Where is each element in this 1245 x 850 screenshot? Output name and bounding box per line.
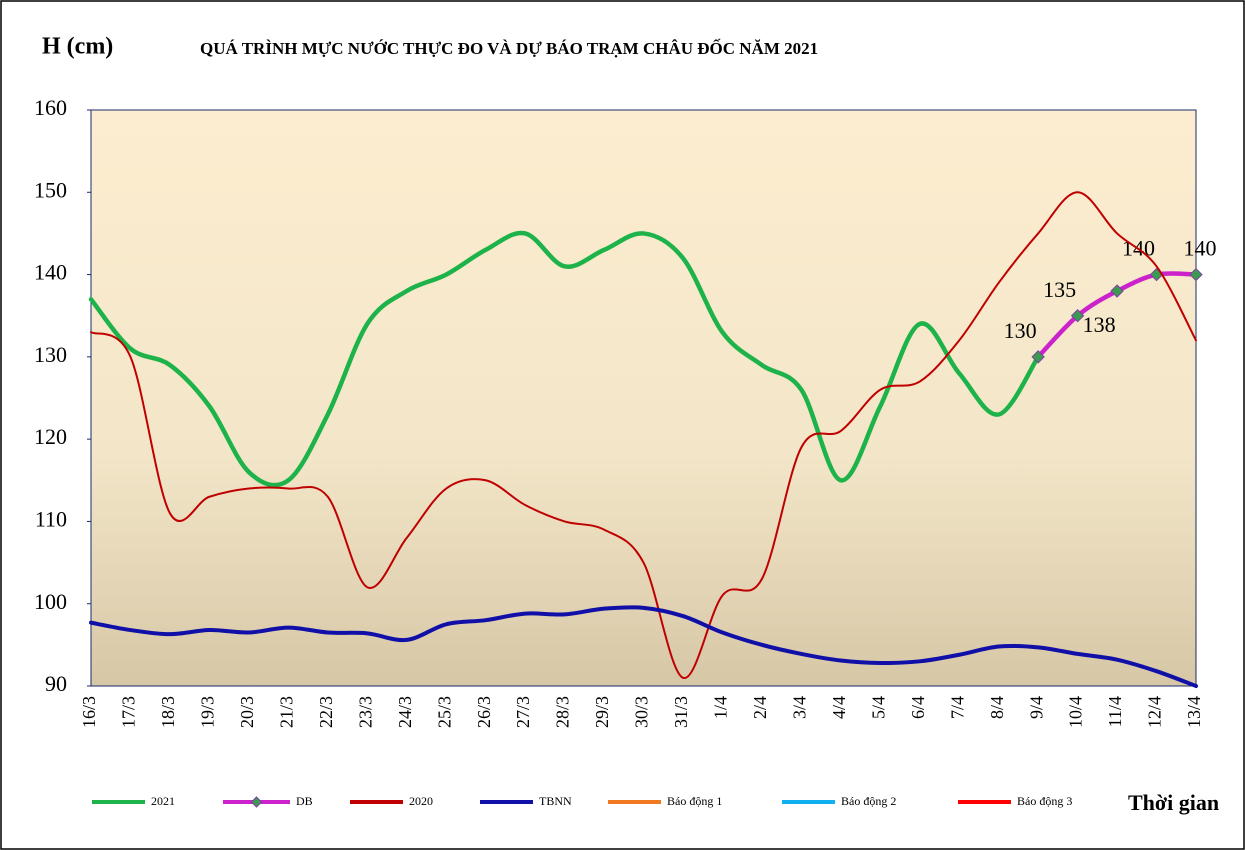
legend-marker	[250, 796, 263, 808]
y-tick-label: 120	[34, 424, 67, 449]
x-tick-label: 31/3	[671, 696, 691, 728]
x-tick-label: 5/4	[868, 696, 888, 719]
x-tick-label: 9/4	[1026, 696, 1046, 719]
y-tick-label: 150	[34, 177, 67, 202]
x-tick-label: 11/4	[1105, 696, 1125, 727]
x-tick-label: 20/3	[237, 696, 257, 728]
chart-title: QUÁ TRÌNH MỰC NƯỚC THỰC ĐO VÀ DỰ BÁO TRẠ…	[200, 38, 818, 58]
x-tick-label: 13/4	[1184, 696, 1204, 728]
x-tick-label: 25/3	[434, 696, 454, 728]
data-point	[1110, 284, 1124, 298]
x-tick-label: 23/3	[355, 696, 375, 728]
x-tick-label: 8/4	[987, 696, 1007, 719]
y-tick-label: 90	[45, 671, 67, 696]
y-tick-label: 100	[34, 589, 67, 614]
x-tick-label: 18/3	[158, 696, 178, 728]
data-point	[1031, 350, 1045, 364]
x-tick-label: 2/4	[750, 696, 770, 719]
x-tick-label: 24/3	[395, 696, 415, 728]
x-tick-label: 4/4	[829, 696, 849, 719]
series-line	[90, 191, 1197, 679]
data-label: 138	[1083, 312, 1116, 337]
legend-label: 2020	[409, 794, 433, 808]
y-axis-label: H (cm)	[42, 34, 113, 60]
x-tick-label: 10/4	[1066, 696, 1086, 728]
x-tick-label: 26/3	[474, 696, 494, 728]
x-axis-label: Thời gian	[1128, 790, 1219, 815]
x-tick-label: 27/3	[513, 696, 533, 728]
y-tick-label: 110	[35, 506, 67, 531]
plot-area	[90, 109, 1197, 687]
series-line	[89, 605, 1198, 688]
y-tick-label: 140	[34, 260, 67, 285]
x-tick-label: 1/4	[711, 696, 731, 719]
x-tick-label: 30/3	[632, 696, 652, 728]
data-point	[1070, 309, 1085, 323]
series-line	[88, 230, 1041, 488]
y-tick-label: 130	[34, 342, 67, 367]
data-label: 135	[1043, 277, 1076, 302]
x-tick-label: 22/3	[316, 696, 336, 728]
legend-label: Báo động 1	[667, 794, 722, 808]
x-tick-label: 12/4	[1145, 696, 1165, 728]
x-tick-label: 7/4	[947, 696, 967, 719]
legend-label: Báo động 2	[841, 794, 896, 808]
data-label: 140	[1184, 236, 1217, 261]
x-tick-label: 6/4	[908, 696, 928, 719]
x-tick-label: 17/3	[119, 696, 139, 728]
x-tick-label: 19/3	[198, 696, 218, 728]
legend-label: DB	[296, 794, 313, 808]
x-tick-label: 29/3	[592, 696, 612, 728]
x-tick-label: 28/3	[553, 696, 573, 728]
legend-label: Báo động 3	[1017, 794, 1072, 808]
y-tick-label: 160	[34, 95, 67, 120]
legend-label: 2021	[151, 794, 175, 808]
legend-label: TBNN	[539, 794, 572, 808]
data-point	[1189, 267, 1203, 282]
x-tick-label: 16/3	[79, 696, 99, 728]
x-tick-label: 21/3	[276, 696, 296, 728]
data-label: 130	[1004, 318, 1037, 343]
x-tick-label: 3/4	[789, 696, 809, 719]
